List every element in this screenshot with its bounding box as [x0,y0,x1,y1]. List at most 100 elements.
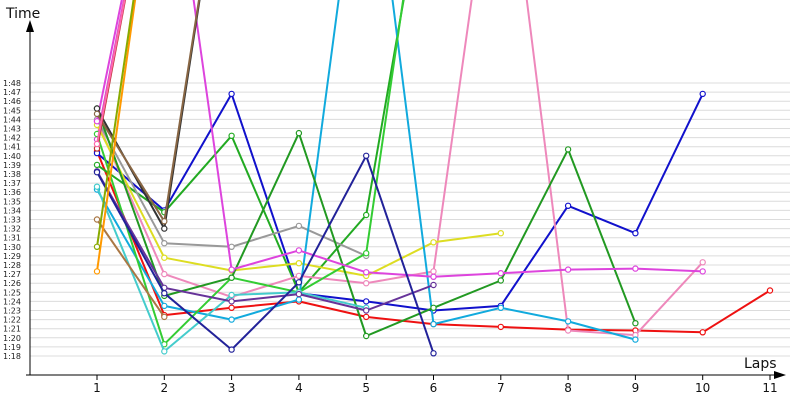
y-tick-label: 1:36 [3,188,21,197]
data-point [295,296,303,303]
data-point [295,129,303,137]
series-15 [93,0,201,232]
data-point [430,281,437,289]
data-point [699,259,706,266]
data-point [93,117,101,125]
series-9 [93,0,405,348]
data-point [632,229,639,237]
data-point [632,336,639,343]
data-point [161,254,168,261]
data-point [228,291,235,299]
data-point [93,161,101,169]
data-point [632,320,639,327]
data-point [161,302,168,310]
x-tick-labels: 1 2 3 4 5 6 7 8 9 10 11 [93,375,778,395]
data-point [93,183,101,190]
y-tick-label: 1:24 [3,297,21,306]
series-line [96,0,703,278]
y-tick-label: 1:27 [3,270,21,279]
x-tick-label: 4 [295,381,303,395]
data-point [295,260,303,267]
x-tick-label: 9 [632,381,640,395]
y-tick-label: 1:26 [3,279,21,288]
y-tick-label: 1:47 [3,88,21,97]
series-line [96,0,126,145]
data-point [497,229,504,237]
data-point [295,290,303,298]
data-point [497,277,504,284]
series-17 [93,216,168,321]
y-tick-label: 1:32 [3,225,21,234]
data-point [363,307,370,314]
data-point [497,304,504,311]
data-point [228,346,235,353]
data-point [699,329,706,336]
y-tick-labels: 1:181:191:201:211:221:231:241:251:261:27… [3,79,21,361]
x-axis-title: Laps [744,356,777,372]
data-point [564,202,572,209]
series-line [96,92,704,312]
data-point [363,269,370,276]
data-point [430,268,437,275]
series-line [96,154,435,354]
data-point [93,268,101,275]
y-axis-arrow [26,20,34,32]
y-tick-label: 1:23 [3,307,21,316]
y-tick-label: 1:39 [3,161,21,170]
y-tick-label: 1:20 [3,334,21,343]
data-point [228,316,235,323]
y-tick-label: 1:48 [3,79,21,88]
data-point [295,222,303,230]
y-tick-label: 1:44 [3,115,21,124]
data-point [228,132,235,139]
data-point [564,318,572,325]
data-point [363,249,370,257]
data-point [430,320,437,328]
data-point [93,140,101,148]
series-18 [93,0,137,275]
series-2 [93,90,706,314]
series-line [96,0,135,247]
data-point [295,247,303,254]
data-point [430,350,437,357]
y-tick-label: 1:41 [3,143,21,152]
series-line [96,0,137,272]
data-point [161,313,168,321]
data-point [93,105,101,112]
data-point [228,298,235,305]
y-tick-label: 1:30 [3,243,21,252]
x-tick-label: 5 [362,381,370,395]
data-point [161,290,168,297]
data-point [161,348,168,355]
y-tick-label: 1:33 [3,216,21,225]
data-point [295,279,303,286]
data-point [228,243,235,250]
series-lines [93,0,774,357]
y-tick-label: 1:34 [3,206,21,215]
x-tick-label: 6 [430,381,438,395]
series-line [96,170,434,312]
x-tick-label: 8 [564,381,572,395]
data-point [228,304,235,311]
data-point [363,332,370,340]
y-tick-label: 1:28 [3,261,21,270]
series-line [96,218,166,318]
data-point [766,287,774,294]
y-tick-label: 1:38 [3,170,21,179]
data-point [161,218,168,225]
axes: Time Laps [5,6,786,379]
x-tick-label: 7 [497,381,505,395]
series-line [96,0,636,341]
data-point [363,152,370,159]
data-point [161,225,168,232]
y-tick-label: 1:19 [3,343,21,352]
series-line [96,0,704,337]
y-tick-label: 1:40 [3,152,21,161]
data-point [699,90,706,98]
data-point [363,313,370,321]
data-point [564,327,572,334]
data-point [497,270,504,277]
data-point [161,239,168,247]
y-axis-title: Time [5,6,40,22]
data-point [228,266,235,273]
